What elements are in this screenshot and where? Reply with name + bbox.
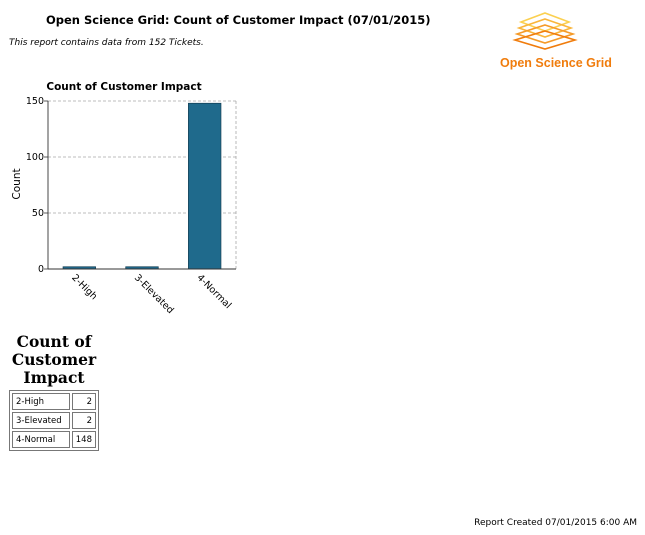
y-tick-label: 0 [38,264,44,275]
report-created-footer: Report Created 07/01/2015 6:00 AM [474,518,637,528]
table-row: 2-High 2 [12,393,96,410]
chart-title: Count of Customer Impact [46,81,201,93]
axes [44,100,236,270]
table-row: 4-Normal 148 [12,431,96,448]
bar-4-normal [188,102,222,270]
bar-chart: Count of Customer Impact Count 0 50 100 150… [11,81,237,316]
table-caption: Count of Customer Impact [11,332,97,387]
table-cell-value: 2 [71,412,96,429]
y-tick-label: 100 [26,152,44,163]
osg-logo: Open Science Grid [497,11,615,73]
y-tick-label: 150 [26,96,44,107]
x-tick-labels: 2-High 3-Elevated 4-Normal [69,272,233,316]
table-cell-label: 4-Normal [12,431,70,448]
data-table-section: Count of Customer Impact 2-High 2 3-Elevat… [9,333,99,451]
table-cell-value: 148 [71,431,96,448]
table-cell-label: 2-High [12,393,70,410]
data-table: 2-High 2 3-Elevated 2 4-Normal 148 [9,390,99,451]
x-tick-label: 4-Normal [195,272,234,311]
y-tick-labels: 0 50 100 150 [26,96,44,275]
logo-text: Open Science Grid [500,56,612,70]
table-cell-value: 2 [71,393,96,410]
x-tick-label: 3-Elevated [132,272,176,316]
report-title: Open Science Grid: Count of Customer Imp… [46,13,431,27]
bars [62,102,222,270]
y-tick-label: 50 [32,208,44,219]
table-cell-label: 3-Elevated [12,412,70,429]
stacked-diamonds-logo-icon [512,12,578,50]
report-subtitle: This report contains data from 152 Ticke… [9,38,204,48]
x-tick-label: 2-High [69,272,99,302]
y-axis-label: Count [11,168,23,199]
table-row: 3-Elevated 2 [12,412,96,429]
